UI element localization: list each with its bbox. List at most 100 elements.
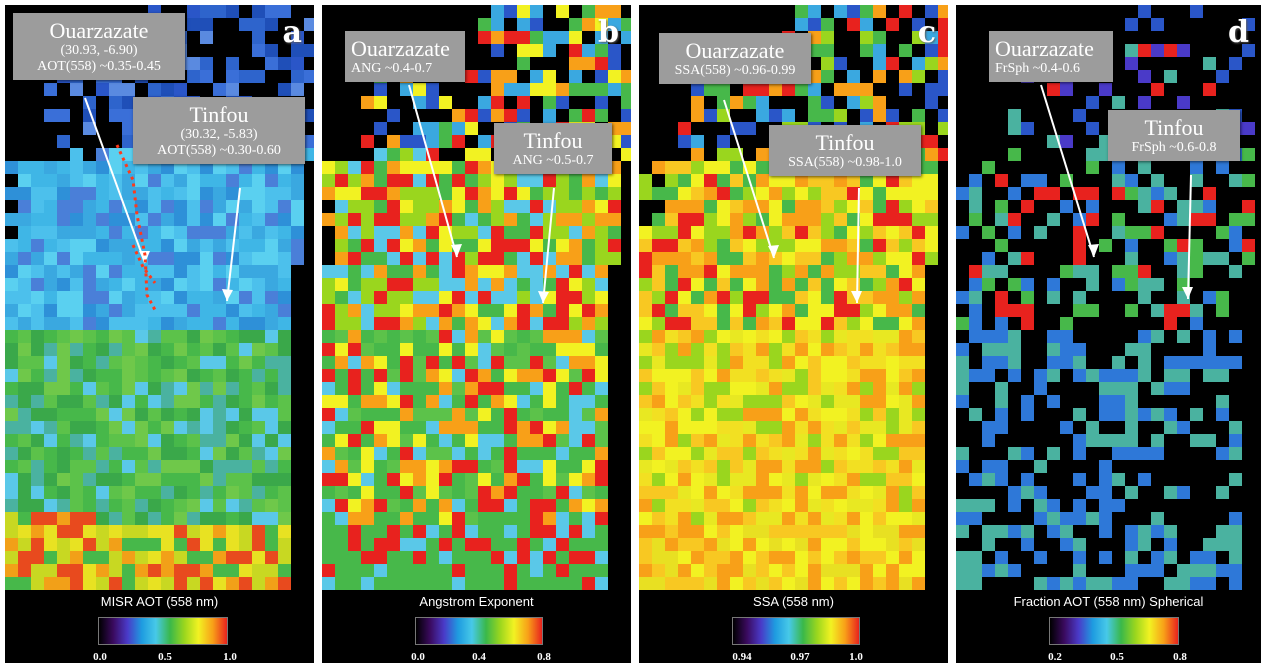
map-pixel (265, 473, 278, 486)
map-pixel (743, 317, 756, 330)
map-pixel (704, 187, 717, 200)
map-pixel (769, 564, 782, 577)
map-pixel (452, 200, 465, 213)
map-pixel (1008, 330, 1021, 343)
map-pixel (96, 174, 109, 187)
map-pixel (278, 369, 291, 382)
map-pixel (174, 460, 187, 473)
map-pixel (912, 174, 925, 187)
map-pixel (252, 577, 265, 590)
map-pixel (213, 278, 226, 291)
map-pixel (161, 265, 174, 278)
map-pixel (122, 382, 135, 395)
map-pixel (530, 291, 543, 304)
map-pixel (187, 70, 200, 83)
map-pixel (304, 18, 314, 31)
map-pixel (834, 200, 847, 213)
map-pixel (44, 239, 57, 252)
map-pixel (595, 421, 608, 434)
map-pixel (504, 343, 517, 356)
map-pixel (1047, 577, 1060, 590)
map-pixel (860, 577, 873, 590)
map-pixel (912, 265, 925, 278)
map-pixel (530, 226, 543, 239)
map-pixel (956, 525, 969, 538)
map-pixel (213, 213, 226, 226)
map-pixel (265, 577, 278, 590)
map-pixel (543, 109, 556, 122)
map-pixel (639, 551, 652, 564)
map-pixel (925, 83, 938, 96)
map-pixel (70, 460, 83, 473)
map-pixel (400, 486, 413, 499)
map-pixel (860, 395, 873, 408)
map-pixel (769, 499, 782, 512)
map-pixel (478, 226, 491, 239)
map-pixel (1099, 499, 1112, 512)
map-pixel (387, 369, 400, 382)
map-pixel (44, 174, 57, 187)
map-pixel (291, 239, 304, 252)
map-pixel (200, 252, 213, 265)
map-pixel (252, 434, 265, 447)
map-pixel (847, 577, 860, 590)
map-pixel (70, 551, 83, 564)
map-pixel (1021, 473, 1034, 486)
map-pixel (491, 174, 504, 187)
map-pixel (478, 330, 491, 343)
map-pixel (517, 5, 530, 18)
map-pixel (652, 239, 665, 252)
map-pixel (1008, 564, 1021, 577)
map-pixel (1125, 551, 1138, 564)
map-pixel (873, 70, 886, 83)
map-pixel (847, 421, 860, 434)
map-pixel (704, 382, 717, 395)
map-pixel (665, 538, 678, 551)
map-pixel (413, 486, 426, 499)
map-pixel (530, 174, 543, 187)
map-pixel (239, 252, 252, 265)
map-pixel (239, 174, 252, 187)
map-pixel (1151, 226, 1164, 239)
map-pixel (756, 356, 769, 369)
map-pixel (278, 57, 291, 70)
map-pixel (795, 317, 808, 330)
map-pixel (478, 473, 491, 486)
map-pixel (678, 382, 691, 395)
map-pixel (374, 187, 387, 200)
map-pixel (730, 226, 743, 239)
map-pixel (782, 421, 795, 434)
map-pixel (226, 330, 239, 343)
map-pixel (413, 551, 426, 564)
map-pixel (135, 447, 148, 460)
map-pixel (252, 538, 265, 551)
map-pixel (57, 317, 70, 330)
map-pixel (543, 395, 556, 408)
map-pixel (361, 226, 374, 239)
map-pixel (1008, 356, 1021, 369)
map-pixel (1229, 525, 1242, 538)
map-pixel (1112, 382, 1125, 395)
map-pixel (135, 291, 148, 304)
map-pixel (70, 525, 83, 538)
map-pixel (135, 213, 148, 226)
map-pixel (291, 44, 304, 57)
map-pixel (374, 408, 387, 421)
map-pixel (413, 265, 426, 278)
map-pixel (31, 421, 44, 434)
map-pixel (44, 317, 57, 330)
map-pixel (452, 486, 465, 499)
map-pixel (1008, 148, 1021, 161)
map-pixel (387, 226, 400, 239)
map-pixel (956, 460, 969, 473)
map-pixel (569, 486, 582, 499)
map-pixel (1229, 330, 1242, 343)
map-pixel (148, 382, 161, 395)
map-pixel (239, 265, 252, 278)
colorbar-tick-mid: 0.5 (1110, 651, 1124, 663)
map-pixel (304, 135, 314, 148)
map-pixel (452, 122, 465, 135)
map-pixel (439, 226, 452, 239)
map-pixel (335, 551, 348, 564)
map-pixel (956, 187, 969, 200)
